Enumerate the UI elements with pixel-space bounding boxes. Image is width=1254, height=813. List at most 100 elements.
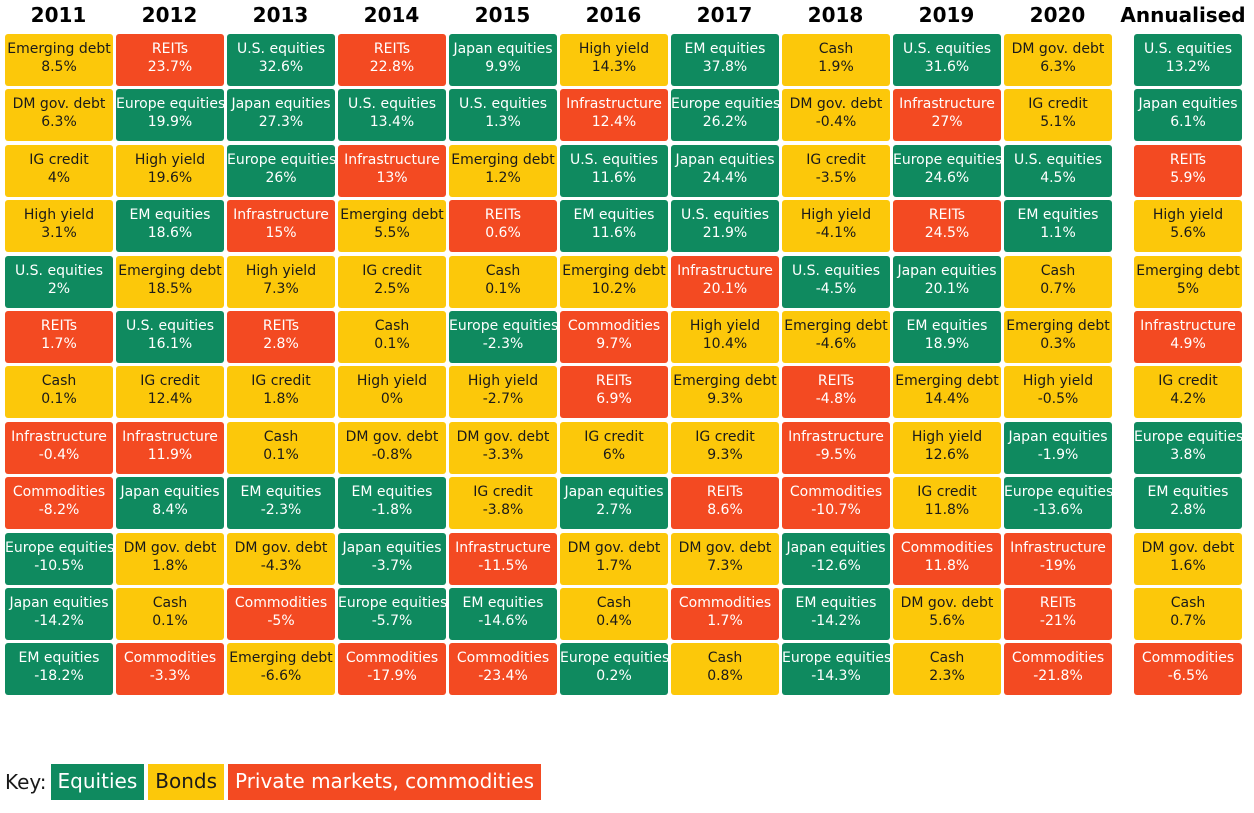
asset-class-label: High yield	[1152, 207, 1224, 223]
asset-class-label: IG credit	[1158, 373, 1218, 389]
asset-class-label: DM gov. debt	[1011, 41, 1105, 57]
quilt-cell: Emerging debt 18.5%	[116, 256, 224, 308]
asset-class-label: Infrastructure	[566, 96, 662, 112]
return-value: 6.9%	[596, 391, 632, 407]
quilt-cell: Japan equities 8.4%	[116, 477, 224, 529]
quilt-cell: Commodities 9.7%	[560, 311, 668, 363]
quilt-cell: Cash 0.1%	[116, 588, 224, 640]
return-value: 16.1%	[147, 336, 193, 352]
return-value: 0.3%	[1040, 336, 1076, 352]
quilt-cell: Infrastructure 15%	[227, 200, 335, 252]
quilt-cell: DM gov. debt -0.4%	[782, 89, 890, 141]
asset-class-label: EM equities	[684, 41, 766, 57]
return-value: 2.8%	[263, 336, 299, 352]
quilt-cell: Europe equities 0.2%	[560, 643, 668, 695]
asset-class-label: Cash	[152, 595, 188, 611]
quilt-cell: IG credit 9.3%	[671, 422, 779, 474]
quilt-cell: Europe equities -5.7%	[338, 588, 446, 640]
asset-class-label: EM equities	[18, 650, 100, 666]
asset-class-label: High yield	[23, 207, 95, 223]
return-value: -19%	[1039, 558, 1077, 574]
quilt-cell: High yield -2.7%	[449, 366, 557, 418]
quilt-cell: Cash 0.7%	[1134, 588, 1242, 640]
quilt-cell: DM gov. debt -0.8%	[338, 422, 446, 474]
return-value: 31.6%	[924, 59, 970, 75]
return-value: -2.3%	[482, 336, 524, 352]
quilt-cell: IG credit 1.8%	[227, 366, 335, 418]
asset-class-label: Cash	[596, 595, 632, 611]
quilt-cell: Japan equities 2.7%	[560, 477, 668, 529]
return-value: 1.2%	[485, 170, 521, 186]
quilt-cell: Infrastructure 20.1%	[671, 256, 779, 308]
return-value: -13.6%	[1033, 502, 1083, 518]
quilt-cell: Infrastructure 12.4%	[560, 89, 668, 141]
asset-class-label: IG credit	[1028, 96, 1088, 112]
asset-class-label: Infrastructure	[122, 429, 218, 445]
quilt-cell: REITs 24.5%	[893, 200, 1001, 252]
asset-class-label: IG credit	[140, 373, 200, 389]
return-value: -6.5%	[1167, 668, 1209, 684]
return-value: -5.7%	[371, 613, 413, 629]
quilt-cell: Emerging debt 14.4%	[893, 366, 1001, 418]
return-value: 13.2%	[1165, 59, 1211, 75]
return-value: 5.9%	[1170, 170, 1206, 186]
return-value: 0.1%	[485, 281, 521, 297]
asset-class-label: DM gov. debt	[789, 96, 883, 112]
return-value: 21.9%	[702, 225, 748, 241]
return-value: 5.6%	[1170, 225, 1206, 241]
quilt-cell: Cash 0.4%	[560, 588, 668, 640]
quilt-cell: IG credit 6%	[560, 422, 668, 474]
asset-class-label: Japan equities	[1138, 96, 1238, 112]
return-value: -8.2%	[38, 502, 80, 518]
quilt-cell: REITs 22.8%	[338, 34, 446, 86]
quilt-cell: U.S. equities 21.9%	[671, 200, 779, 252]
quilt-cell: Europe equities 19.9%	[116, 89, 224, 141]
quilt-cell: Europe equities 26.2%	[671, 89, 779, 141]
return-value: 0.1%	[41, 391, 77, 407]
quilt-cell: High yield -0.5%	[1004, 366, 1112, 418]
quilt-cell: IG credit 5.1%	[1004, 89, 1112, 141]
asset-class-label: EM equities	[129, 207, 211, 223]
return-value: -10.5%	[34, 558, 84, 574]
asset-class-label: EM equities	[795, 595, 877, 611]
return-value: 2.8%	[1170, 502, 1206, 518]
asset-class-label: U.S. equities	[347, 96, 437, 112]
asset-class-label: DM gov. debt	[123, 540, 217, 556]
return-value: -0.4%	[815, 114, 857, 130]
return-value: -3.5%	[815, 170, 857, 186]
quilt-cell: Commodities -8.2%	[5, 477, 113, 529]
return-value: 4%	[47, 170, 71, 186]
asset-class-label: Infrastructure	[233, 207, 329, 223]
asset-class-label: Emerging debt	[118, 263, 222, 279]
return-value: -2.7%	[482, 391, 524, 407]
quilt-cell: Emerging debt 0.3%	[1004, 311, 1112, 363]
asset-class-label: High yield	[578, 41, 650, 57]
quilt-cell: DM gov. debt 1.8%	[116, 533, 224, 585]
quilt-cell: Europe equities -2.3%	[449, 311, 557, 363]
quilt-cell: Europe equities 26%	[227, 145, 335, 197]
returns-quilt-chart: 2011 2012 2013 2014 2015 2016 2017 2018 2019 2020…	[5, 3, 1246, 695]
asset-class-label: High yield	[911, 429, 983, 445]
asset-class-label: DM gov. debt	[1141, 540, 1235, 556]
quilt-cell: Commodities -5%	[227, 588, 335, 640]
return-value: 10.2%	[591, 281, 637, 297]
key-item-equities: Equities	[50, 764, 145, 800]
asset-class-label: Cash	[818, 41, 854, 57]
return-value: 11.9%	[147, 447, 193, 463]
return-value: -2.3%	[260, 502, 302, 518]
asset-class-label: REITs	[373, 41, 411, 57]
return-value: 0.6%	[485, 225, 521, 241]
quilt-cell: DM gov. debt 1.6%	[1134, 533, 1242, 585]
asset-class-label: U.S. equities	[791, 263, 881, 279]
quilt-cell: IG credit 2.5%	[338, 256, 446, 308]
quilt-cell: Japan equities 20.1%	[893, 256, 1001, 308]
return-value: 1.3%	[485, 114, 521, 130]
return-value: -14.3%	[811, 668, 861, 684]
asset-class-label: Infrastructure	[344, 152, 440, 168]
column-header-2019: 2019	[918, 3, 975, 27]
quilt-cell: EM equities 11.6%	[560, 200, 668, 252]
asset-class-label: Commodities	[567, 318, 661, 334]
return-value: 27.3%	[258, 114, 304, 130]
asset-class-label: Europe equities	[782, 650, 890, 666]
return-value: 23.7%	[147, 59, 193, 75]
